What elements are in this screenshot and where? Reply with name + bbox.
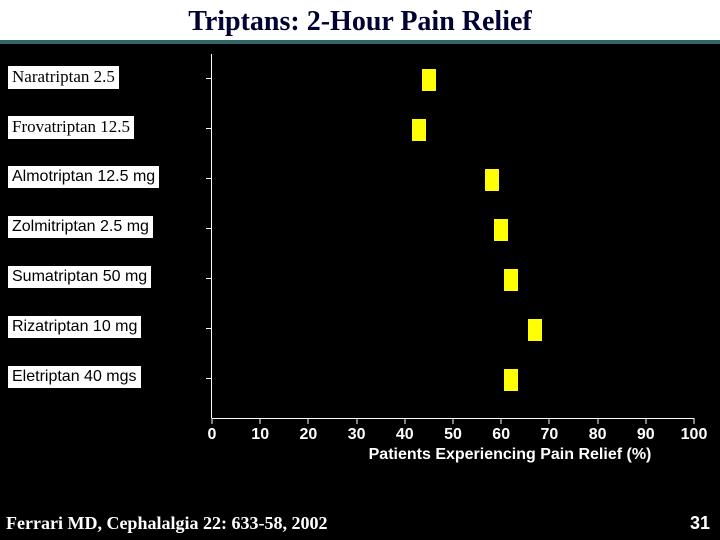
category-label: Naratriptan 2.5 bbox=[8, 64, 206, 89]
x-tick bbox=[212, 418, 213, 424]
category-label: Eletriptan 40 mgs bbox=[8, 364, 206, 388]
chart-row: Zolmitriptan 2.5 mg bbox=[0, 214, 720, 264]
y-tick bbox=[206, 278, 211, 280]
x-axis-label: Patients Experiencing Pain Relief (%) bbox=[320, 446, 700, 464]
data-marker bbox=[527, 318, 543, 342]
chart-row: Eletriptan 40 mgs bbox=[0, 364, 720, 414]
page-number: 31 bbox=[690, 513, 710, 534]
chart-area: Naratriptan 2.5 Frovatriptan 12.5 Almotrip… bbox=[0, 54, 720, 474]
category-label: Sumatriptan 50 mg bbox=[8, 264, 206, 288]
x-tick-label: 50 bbox=[444, 426, 462, 444]
title-shadow bbox=[0, 44, 720, 46]
data-marker bbox=[493, 218, 509, 242]
x-tick bbox=[645, 418, 646, 424]
y-tick bbox=[206, 178, 211, 180]
category-label: Rizatriptan 10 mg bbox=[8, 314, 206, 338]
x-tick bbox=[356, 418, 357, 424]
x-tick bbox=[260, 418, 261, 424]
data-marker bbox=[503, 368, 519, 392]
x-tick-label: 40 bbox=[396, 426, 414, 444]
x-tick bbox=[501, 418, 502, 424]
category-label: Almotriptan 12.5 mg bbox=[8, 164, 206, 188]
x-tick bbox=[453, 418, 454, 424]
x-tick-label: 20 bbox=[299, 426, 317, 444]
data-marker bbox=[484, 168, 500, 192]
chart-row: Almotriptan 12.5 mg bbox=[0, 164, 720, 214]
x-tick-label: 100 bbox=[681, 426, 708, 444]
category-label: Frovatriptan 12.5 bbox=[8, 114, 206, 139]
data-marker bbox=[421, 68, 437, 92]
x-tick-label: 60 bbox=[492, 426, 510, 444]
x-tick-label: 70 bbox=[540, 426, 558, 444]
data-marker bbox=[411, 118, 427, 142]
x-tick bbox=[694, 418, 695, 424]
x-tick bbox=[549, 418, 550, 424]
x-tick-label: 90 bbox=[637, 426, 655, 444]
y-tick bbox=[206, 328, 211, 330]
page-title: Triptans: 2-Hour Pain Relief bbox=[0, 0, 720, 40]
x-tick bbox=[404, 418, 405, 424]
chart-row: Naratriptan 2.5 bbox=[0, 64, 720, 114]
y-tick bbox=[206, 128, 211, 130]
citation-text: Ferrari MD, Cephalalgia 22: 633-58, 2002 bbox=[6, 513, 327, 534]
category-label: Zolmitriptan 2.5 mg bbox=[8, 214, 206, 238]
x-tick bbox=[308, 418, 309, 424]
x-tick bbox=[597, 418, 598, 424]
x-tick-label: 0 bbox=[208, 426, 217, 444]
chart-row: Rizatriptan 10 mg bbox=[0, 314, 720, 364]
chart-row: Frovatriptan 12.5 bbox=[0, 114, 720, 164]
y-tick bbox=[206, 228, 211, 230]
y-tick bbox=[206, 78, 211, 80]
x-tick-label: 30 bbox=[348, 426, 366, 444]
chart-row: Sumatriptan 50 mg bbox=[0, 264, 720, 314]
data-marker bbox=[503, 268, 519, 292]
x-tick-label: 10 bbox=[251, 426, 269, 444]
y-tick bbox=[206, 378, 211, 380]
x-tick-label: 80 bbox=[589, 426, 607, 444]
